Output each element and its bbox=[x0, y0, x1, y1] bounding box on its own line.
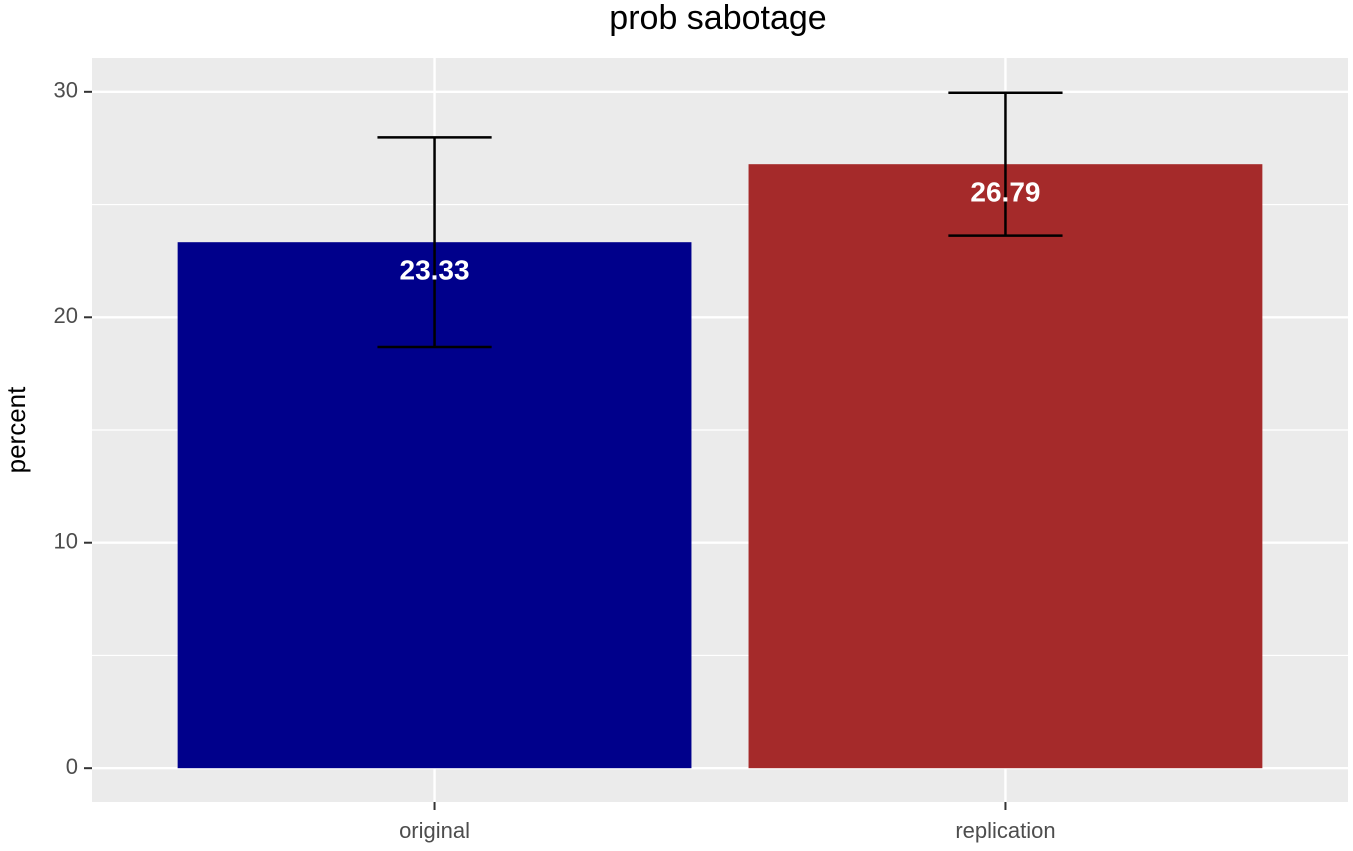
y-tick-label: 30 bbox=[54, 78, 78, 103]
chart-title: prob sabotage bbox=[609, 0, 826, 37]
x-tick-label: replication bbox=[955, 818, 1055, 843]
y-tick-label: 0 bbox=[66, 754, 78, 779]
x-tick-label: original bbox=[399, 818, 470, 843]
bar bbox=[748, 164, 1263, 769]
value-label: 23.33 bbox=[400, 255, 470, 286]
value-label: 26.79 bbox=[970, 177, 1040, 208]
error-bar bbox=[377, 136, 492, 349]
error-bar bbox=[948, 91, 1063, 237]
y-axis-label: percent bbox=[1, 386, 31, 473]
y-tick-label: 10 bbox=[54, 529, 78, 554]
y-tick-label: 20 bbox=[54, 303, 78, 328]
